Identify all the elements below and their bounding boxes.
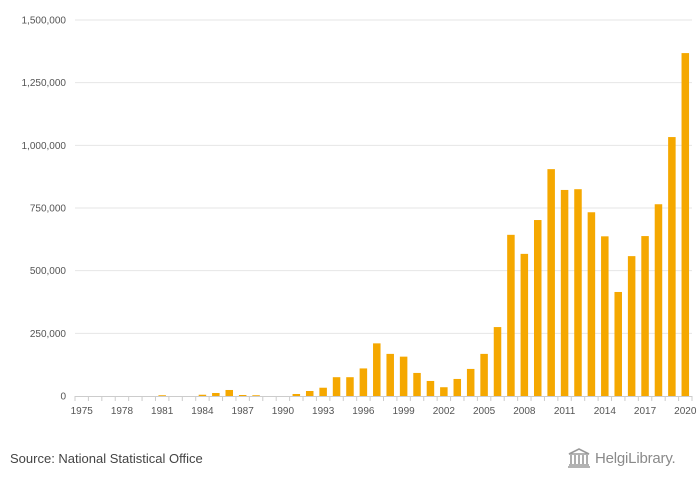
bar-2004 (466, 368, 475, 396)
bar-1988 (252, 395, 260, 396)
bar-2018 (654, 204, 663, 396)
y-axis-ticks: 0 250,000 500,000 750,000 1,000,000 1,250,000… (22, 16, 67, 403)
x-tick-label: 2020 (674, 406, 697, 417)
x-tick-label: 2005 (473, 406, 496, 417)
x-tick-label: 2017 (634, 406, 657, 417)
y-tick-label: 750,000 (30, 204, 67, 215)
bar-1985 (212, 392, 220, 396)
bar-1992 (305, 390, 314, 396)
bar-2002 (440, 387, 448, 396)
bar-2020 (681, 53, 690, 396)
bar-2012 (574, 189, 582, 396)
x-tick-label: 1984 (191, 406, 214, 417)
bar-1996 (359, 368, 368, 396)
x-tick-label: 1987 (232, 406, 255, 417)
bar-1993 (319, 387, 327, 396)
bar-2015 (614, 291, 622, 396)
bar-1986 (225, 389, 234, 396)
x-tick-label: 2014 (594, 406, 617, 417)
x-axis-ticks: 1975 1978 1981 1984 1987 1990 1993 1996 1999 2002… (71, 406, 697, 417)
bar-1995 (346, 377, 354, 396)
y-tick-label: 0 (60, 392, 66, 403)
bar-2008 (520, 253, 529, 396)
x-tick-label: 1978 (111, 406, 134, 417)
bar-1987 (238, 394, 247, 396)
bar-2009 (533, 220, 542, 396)
bar-1998 (386, 353, 394, 396)
x-tick-label: 2002 (433, 406, 456, 417)
bar-1999 (399, 356, 408, 396)
bar-2014 (601, 236, 609, 396)
x-tick-label: 1981 (151, 406, 174, 417)
x-axis (74, 396, 693, 401)
bar-2006 (493, 327, 502, 396)
logo-text: HelgiLibrary. (595, 449, 676, 467)
x-tick-label: 1999 (392, 406, 415, 417)
y-tick-label: 250,000 (30, 329, 67, 340)
bar-2001 (426, 380, 435, 396)
bar-2011 (560, 189, 569, 396)
helgi-library-logo: HelgiLibrary. (566, 448, 676, 468)
bar-2000 (413, 372, 421, 396)
library-building-icon (568, 448, 590, 468)
bar-2005 (480, 353, 488, 396)
bar-1994 (332, 377, 341, 396)
bar-1997 (373, 343, 381, 396)
bars (158, 53, 690, 396)
y-tick-label: 1,250,000 (22, 78, 67, 89)
bar-2003 (453, 378, 462, 396)
y-tick-label: 1,000,000 (22, 141, 67, 152)
x-tick-label: 1975 (71, 406, 94, 417)
y-tick-label: 500,000 (30, 266, 67, 277)
grid-lines (75, 19, 692, 334)
bar-2017 (641, 236, 649, 396)
bar-chart: 0 250,000 500,000 750,000 1,000,000 1,250,000… (22, 16, 697, 418)
bar-2010 (547, 169, 555, 396)
x-tick-label: 1990 (272, 406, 295, 417)
source-note: Source: National Statistical Office (10, 451, 203, 466)
y-tick-label: 1,500,000 (22, 16, 67, 27)
bar-2007 (507, 234, 515, 396)
x-tick-label: 1993 (312, 406, 335, 417)
x-tick-label: 2008 (513, 406, 536, 417)
bar-2013 (587, 212, 596, 396)
x-tick-label: 2011 (554, 406, 576, 417)
bar-2016 (627, 256, 636, 396)
bar-1984 (198, 394, 207, 396)
bar-1981 (158, 395, 166, 396)
bar-1991 (292, 393, 301, 396)
bar-2019 (668, 137, 676, 396)
x-tick-label: 1996 (352, 406, 375, 417)
